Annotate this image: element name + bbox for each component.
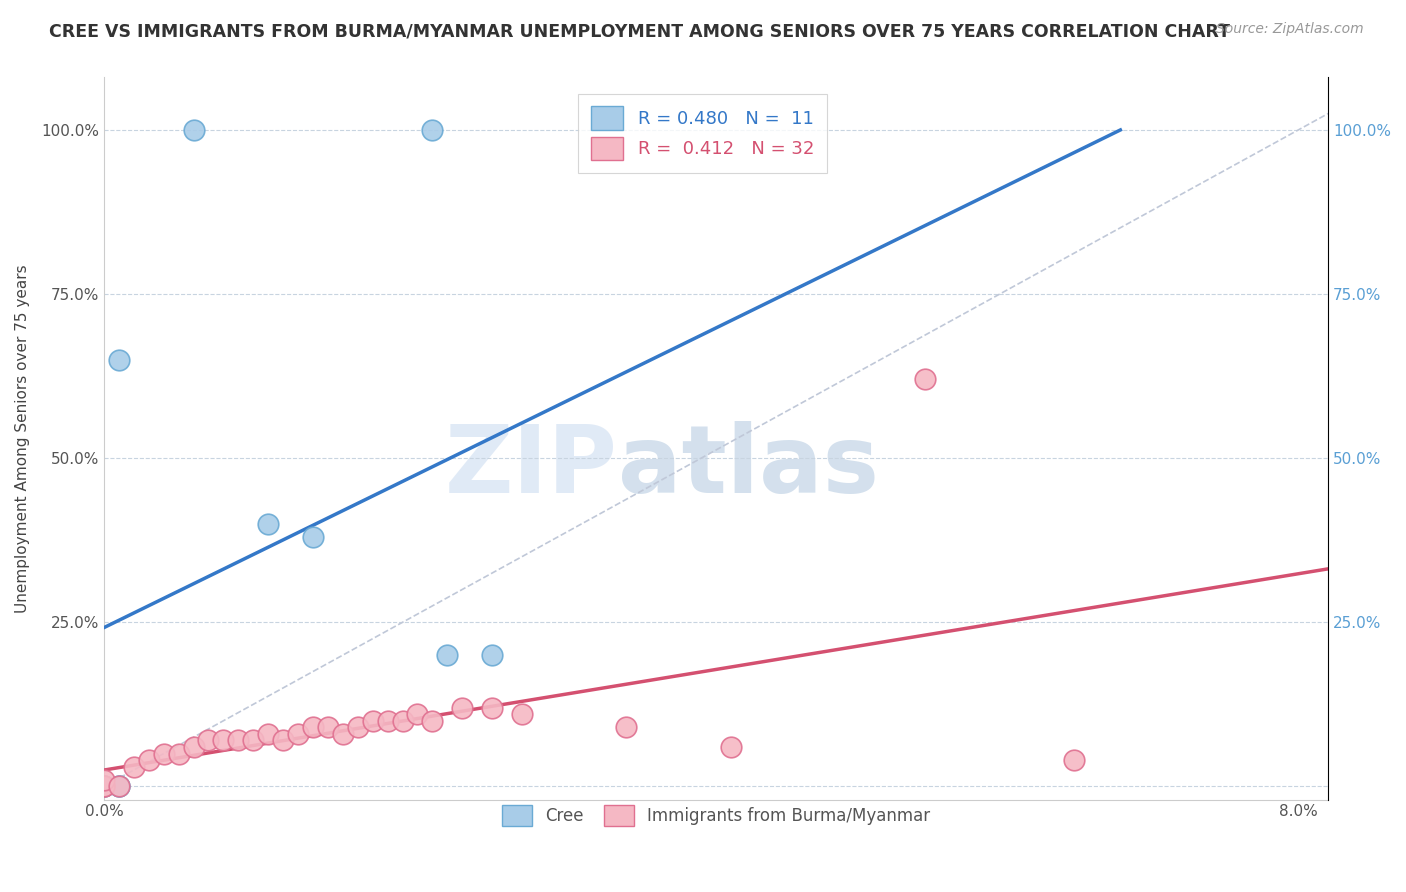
Immigrants from Burma/Myanmar (287, 727, 309, 741)
Legend: Cree, Immigrants from Burma/Myanmar: Cree, Immigrants from Burma/Myanmar (494, 797, 939, 835)
Immigrants from Burma/Myanmar (228, 733, 250, 747)
Cree (302, 530, 325, 544)
Cree (257, 516, 280, 531)
Immigrants from Burma/Myanmar (212, 733, 235, 747)
Immigrants from Burma/Myanmar (183, 739, 205, 754)
Immigrants from Burma/Myanmar (361, 714, 384, 728)
Cree (93, 780, 115, 794)
Immigrants from Burma/Myanmar (152, 747, 174, 761)
Immigrants from Burma/Myanmar (510, 707, 533, 722)
Immigrants from Burma/Myanmar (720, 739, 742, 754)
Immigrants from Burma/Myanmar (451, 700, 474, 714)
Immigrants from Burma/Myanmar (93, 772, 115, 787)
Immigrants from Burma/Myanmar (302, 720, 325, 734)
Immigrants from Burma/Myanmar (138, 753, 160, 767)
Immigrants from Burma/Myanmar (391, 714, 413, 728)
Text: CREE VS IMMIGRANTS FROM BURMA/MYANMAR UNEMPLOYMENT AMONG SENIORS OVER 75 YEARS C: CREE VS IMMIGRANTS FROM BURMA/MYANMAR UN… (49, 22, 1230, 40)
Cree (183, 123, 205, 137)
Immigrants from Burma/Myanmar (108, 780, 131, 794)
Immigrants from Burma/Myanmar (122, 760, 145, 774)
Y-axis label: Unemployment Among Seniors over 75 years: Unemployment Among Seniors over 75 years (15, 264, 30, 613)
Immigrants from Burma/Myanmar (197, 733, 219, 747)
Immigrants from Burma/Myanmar (346, 720, 368, 734)
Immigrants from Burma/Myanmar (332, 727, 354, 741)
Text: atlas: atlas (619, 421, 879, 514)
Immigrants from Burma/Myanmar (242, 733, 264, 747)
Cree (422, 123, 444, 137)
Immigrants from Burma/Myanmar (422, 714, 444, 728)
Cree (108, 780, 131, 794)
Cree (93, 780, 115, 794)
Text: ZIP: ZIP (446, 421, 619, 514)
Immigrants from Burma/Myanmar (377, 714, 399, 728)
Cree (108, 352, 131, 367)
Immigrants from Burma/Myanmar (167, 747, 190, 761)
Cree (108, 780, 131, 794)
Immigrants from Burma/Myanmar (257, 727, 280, 741)
Immigrants from Burma/Myanmar (1063, 753, 1085, 767)
Immigrants from Burma/Myanmar (93, 780, 115, 794)
Immigrants from Burma/Myanmar (93, 780, 115, 794)
Immigrants from Burma/Myanmar (316, 720, 339, 734)
Immigrants from Burma/Myanmar (481, 700, 503, 714)
Text: Source: ZipAtlas.com: Source: ZipAtlas.com (1216, 22, 1364, 37)
Cree (481, 648, 503, 662)
Immigrants from Burma/Myanmar (271, 733, 294, 747)
Cree (436, 648, 458, 662)
Immigrants from Burma/Myanmar (616, 720, 638, 734)
Immigrants from Burma/Myanmar (914, 372, 936, 386)
Immigrants from Burma/Myanmar (406, 707, 429, 722)
